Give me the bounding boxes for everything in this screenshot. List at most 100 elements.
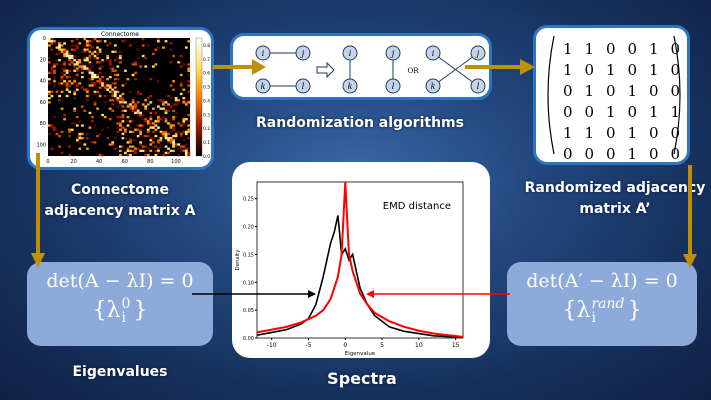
heatmap-cell	[48, 44, 51, 47]
heatmap-cell	[80, 71, 84, 75]
heatmap-cell	[157, 139, 160, 142]
heatmap-cell	[174, 97, 178, 100]
x-tick-label: -5	[306, 342, 312, 349]
y-tick-label: 0.15	[243, 252, 254, 258]
heatmap-cell	[144, 56, 148, 60]
heatmap-cell	[179, 54, 183, 58]
colorbar-tick-label: 0.8	[203, 43, 210, 49]
heatmap-cell	[101, 84, 104, 87]
heatmap-cell	[80, 63, 84, 66]
heatmap-cell	[60, 130, 64, 134]
heatmap-cell	[134, 111, 137, 115]
heatmap-cell	[131, 63, 135, 66]
heatmap-cell	[126, 147, 130, 150]
heatmap-cell	[70, 44, 74, 47]
heatmap-cell	[73, 90, 77, 93]
heatmap-cell	[65, 86, 69, 89]
heatmap-cell	[113, 73, 117, 77]
colorbar-tick-label: 0.1	[203, 140, 210, 146]
colorbar-tick-label: 0.0	[203, 154, 210, 160]
y-tick-label: 40	[40, 79, 46, 85]
heatmap-cell	[111, 82, 115, 85]
graph-node	[425, 45, 441, 61]
heatmap-cell	[167, 109, 170, 112]
heatmap-cell	[68, 80, 72, 83]
graph-node	[385, 78, 401, 94]
heatmap-cell	[172, 145, 175, 148]
heatmap-cell	[179, 73, 183, 77]
connectome-panel: Connectome 0 0 20 20 40 40 60 60 80 80 100 100 0.0 0.1…	[27, 27, 214, 170]
heatmap-cell	[167, 103, 170, 106]
scripts: rand i	[591, 297, 624, 325]
heatmap-cell	[83, 109, 87, 112]
heatmap-cell	[116, 97, 120, 100]
heatmap-cell	[83, 56, 87, 60]
heatmap-cell	[136, 48, 140, 51]
heatmap-cell	[93, 38, 97, 41]
graph-node	[470, 45, 486, 61]
heatmap-cell	[55, 90, 59, 93]
heatmap-cell	[184, 143, 188, 146]
colorbar-tick-label: 0.7	[203, 57, 210, 63]
matrix-cell: 0	[605, 82, 616, 100]
heatmap-cell	[182, 101, 186, 104]
heatmap-cell	[75, 124, 79, 127]
heatmap-cell	[184, 130, 188, 134]
heatmap-cell	[131, 139, 135, 142]
heatmap-cell	[68, 75, 72, 79]
heatmap-cell	[119, 153, 122, 157]
heatmap-cell	[126, 124, 130, 127]
heatmap-cell	[136, 147, 140, 150]
matrix-cell: 0	[605, 124, 616, 142]
heatmap-cell	[80, 67, 84, 70]
heatmap-cell	[106, 44, 110, 47]
heatmap-cell	[91, 75, 94, 79]
heatmap-cell	[131, 107, 135, 110]
matrix-cell: 1	[584, 124, 595, 142]
heatmap-cell	[93, 124, 97, 127]
heatmap-cell	[113, 50, 117, 53]
heatmap-cell	[48, 90, 51, 93]
heatmap-cell	[55, 52, 59, 56]
heatmap-cell	[134, 61, 137, 64]
heatmap-cell	[98, 61, 102, 64]
heatmap-cell	[174, 143, 178, 146]
heatmap-cell	[88, 67, 92, 70]
heatmap-cell	[86, 67, 89, 70]
heatmap-cell	[53, 115, 56, 119]
heatmap-cell	[154, 145, 158, 148]
heatmap-cell	[134, 139, 137, 142]
heatmap-cell	[108, 63, 112, 66]
heatmap-cell	[55, 132, 59, 136]
heatmap-cell	[131, 101, 135, 104]
heatmap-cell	[151, 130, 155, 134]
heatmap-cell	[68, 63, 72, 66]
heatmap-cell	[106, 78, 110, 81]
heatmap-title: Connectome	[101, 31, 139, 38]
heatmap-cell	[65, 52, 69, 56]
heatmap-cell	[164, 145, 168, 148]
heatmap-cell	[98, 65, 102, 68]
heatmap-cell	[111, 109, 115, 112]
heatmap-cell	[96, 46, 99, 49]
heatmap-cell	[179, 149, 183, 152]
x-tick-label: 20	[70, 159, 76, 165]
heatmap-cell	[91, 46, 94, 49]
heatmap-cell	[65, 69, 69, 72]
heatmap-cell	[154, 124, 158, 127]
heatmap-cell	[119, 54, 122, 58]
heatmap-cell	[129, 107, 132, 110]
heatmap-cell	[58, 145, 61, 148]
heatmap-cell	[187, 151, 191, 155]
heatmap-cell	[136, 90, 140, 93]
heatmap-cell	[88, 40, 92, 43]
spectra-chart: -10 -5 0 5 10 15 0.00 0.05 0.10 0.15 0.20 0.25 Eigen…	[235, 181, 464, 357]
eigenvalues-caption: Eigenvalues	[72, 364, 168, 380]
heatmap-cell	[126, 141, 130, 144]
x-tick-label: 0	[343, 342, 347, 349]
heatmap-cell	[129, 120, 132, 123]
heatmap-cell	[136, 111, 140, 115]
randomized-matrix-caption: Randomized adjacency matrix A’	[520, 178, 710, 220]
graph-node	[385, 45, 401, 61]
heatmap-cell	[116, 126, 120, 129]
